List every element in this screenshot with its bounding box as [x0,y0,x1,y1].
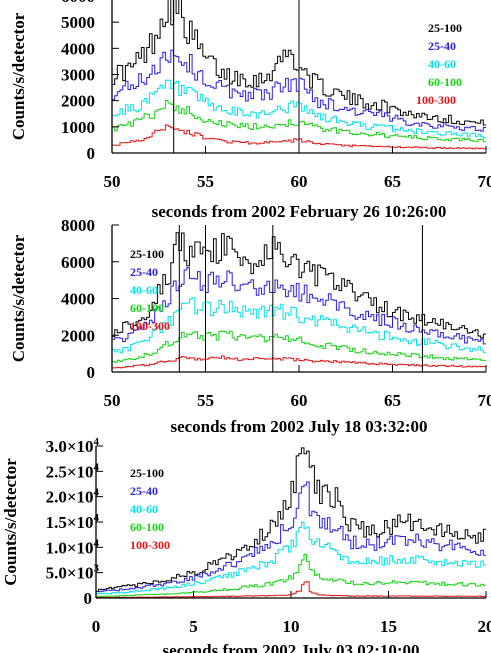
legend-entry-40-60: 40-60 [130,283,158,297]
x-tick-label: 5 [189,617,198,636]
x-tick-label: 60 [291,172,308,191]
y-tick-label: 8000 [61,216,95,235]
series-line-40-60 [96,521,486,595]
x-tick-label: 65 [384,391,401,410]
x-tick-label: 0 [92,617,101,636]
series-line-60-100 [112,330,486,363]
series-line-25-100 [112,232,486,339]
y-tick-label: 0 [87,363,96,382]
legend-entry-60-100: 60-100 [428,75,462,89]
legend-entry-100-300: 100-300 [130,319,170,333]
series-line-25-100 [96,447,486,592]
series-line-40-60 [112,297,486,354]
y-tick-label: 2.5×104 [46,461,100,481]
legend-entry-60-100: 60-100 [130,520,164,534]
x-tick-label: 50 [104,391,121,410]
x-tick-label: 20 [478,617,491,636]
y-tick-label: 3000 [61,66,95,85]
y-tick-label: 5000 [61,13,95,32]
series-line-25-40 [112,267,486,345]
y-tick-label: 1.5×104 [46,512,100,532]
y-axis-label: Counts/s/detector [1,458,20,586]
y-tick-label: 4000 [61,39,95,58]
legend-entry-100-300: 100-300 [416,93,456,107]
y-tick-label: 2000 [61,92,95,111]
y-tick-label: 6000 [61,253,95,272]
y-tick-label: 3.0×104 [46,436,100,456]
y-axis-label: Counts/s/detector [9,234,28,362]
panel-2: 0 2000 4000 6000 8000 50 55 60 65 70 Counts/s/dete… [9,216,491,436]
legend-entry-100-300: 100-300 [130,538,170,552]
y-tick-label: 2.0×104 [46,487,100,507]
x-tick-label: 10 [283,617,300,636]
x-tick-label: 65 [384,172,401,191]
y-tick-label: 6000 [61,0,95,6]
x-axis-label: seconds from 2002 February 26 10:26:00 [152,202,447,221]
x-axis-label: seconds from 2002 July 03 02:10:00 [162,641,419,653]
x-axis-label: seconds from 2002 July 18 03:32:00 [170,417,427,436]
series-line-100-300 [96,581,486,598]
legend-entry-25-40: 25-40 [130,265,158,279]
legend-entry-40-60: 40-60 [130,502,158,516]
legend-entry-25-100: 25-100 [130,247,164,261]
x-tick-label: 55 [197,172,214,191]
panel-3: 0 5.0×103 1.0×104 1.5×104 2.0×104 2.5×104 3.0×… [1,436,491,653]
y-tick-label: 4000 [61,290,95,309]
y-axis-label: Counts/s/detector [9,12,28,140]
series-line-60-100 [96,553,486,598]
legend-entry-25-100: 25-100 [130,466,164,480]
y-tick-label: 0 [84,589,93,608]
x-tick-label: 70 [478,172,491,191]
x-tick-label: 55 [197,391,214,410]
y-tick-label: 5.0×103 [46,563,100,583]
y-tick-label: 1.0×104 [46,537,100,557]
x-tick-label: 50 [104,172,121,191]
x-tick-label: 15 [380,617,397,636]
legend-entry-40-60: 40-60 [428,57,456,71]
series-line-25-40 [96,481,486,593]
legend-entry-25-40: 25-40 [428,39,456,53]
panel-1: 0 1000 2000 3000 4000 5000 6000 50 55 60 65 70 Count… [9,0,491,221]
legend-entry-60-100: 60-100 [130,301,164,315]
x-tick-label: 60 [291,391,308,410]
y-tick-label: 2000 [61,326,95,345]
y-tick-label: 1000 [61,118,95,137]
legend-entry-25-40: 25-40 [130,484,158,498]
legend-entry-25-100: 25-100 [428,21,462,35]
y-tick-label: 0 [87,144,96,163]
series-line-100-300 [112,355,486,369]
x-tick-label: 70 [478,391,491,410]
